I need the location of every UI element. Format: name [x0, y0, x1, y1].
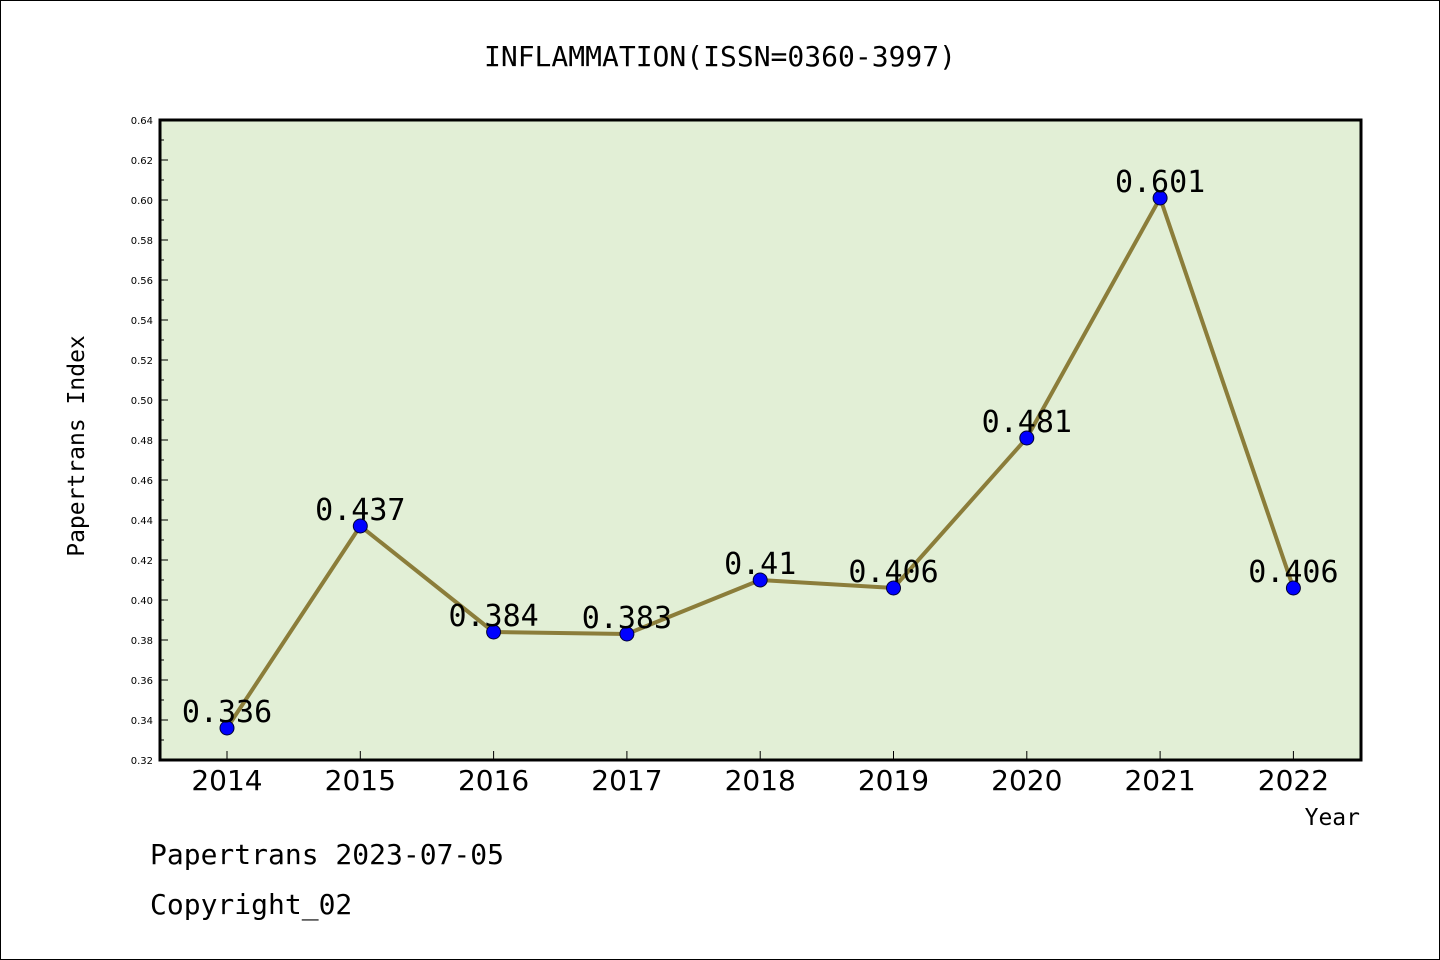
data-labels: 0.336 0.437 0.384 0.383 0.41 0.406 0.481 0.601 0… [182, 165, 1339, 730]
data-point [486, 624, 502, 640]
y-tick-label: 0.48 [131, 436, 153, 447]
x-tick-label: 2016 [458, 764, 529, 797]
y-tick-label: 0.40 [131, 596, 153, 607]
y-tick-label: 0.32 [131, 756, 153, 767]
footer-copyright: Copyright_02 [150, 888, 352, 922]
y-tick-label: 0.54 [131, 316, 153, 327]
data-point [1285, 580, 1301, 596]
data-label: 0.437 [315, 493, 405, 528]
y-tick-label: 0.58 [131, 236, 153, 247]
data-label: 0.406 [848, 555, 938, 590]
x-tick-label: 2022 [1258, 764, 1329, 797]
x-tick-label: 2020 [991, 764, 1062, 797]
y-tick-label: 0.64 [131, 116, 153, 127]
data-point [619, 626, 635, 642]
plot-area [158, 118, 1363, 762]
data-point [1019, 430, 1035, 446]
data-label: 0.481 [982, 405, 1072, 440]
x-axis: 2014 2015 2016 2017 2018 2019 2020 2021 2022 [191, 751, 1329, 797]
data-label: 0.384 [448, 599, 538, 634]
x-axis-label: Year [1305, 805, 1360, 831]
data-label: 0.601 [1115, 165, 1205, 200]
y-tick-label: 0.56 [131, 276, 153, 287]
y-tick-label: 0.62 [131, 156, 153, 167]
y-axis: 0.32 0.34 0.36 0.38 0.40 0.42 0.44 0.46 0.48 0.50… [131, 116, 168, 767]
y-tick-label: 0.60 [131, 196, 153, 207]
x-tick-label: 2015 [325, 764, 396, 797]
x-tick-label: 2021 [1124, 764, 1195, 797]
x-tick-label: 2019 [858, 764, 929, 797]
series-markers [219, 190, 1301, 736]
data-point [886, 580, 901, 596]
data-label: 0.383 [582, 601, 672, 636]
data-label: 0.336 [182, 695, 272, 730]
footer-date: Papertrans 2023-07-05 [150, 838, 504, 871]
data-point [219, 720, 235, 736]
y-tick-label: 0.42 [131, 556, 153, 567]
data-point [352, 518, 368, 534]
chart-title: INFLAMMATION(ISSN=0360-3997) [484, 40, 956, 73]
y-tick-label: 0.36 [131, 676, 153, 687]
data-point [752, 572, 768, 588]
y-axis-label: Papertrans Index [64, 335, 90, 557]
y-tick-label: 0.34 [131, 716, 153, 727]
y-tick-label: 0.44 [131, 516, 153, 527]
x-tick-label: 2014 [191, 764, 262, 797]
data-label: 0.406 [1248, 555, 1338, 590]
x-tick-label: 2018 [725, 764, 796, 797]
data-point [1152, 190, 1168, 206]
y-tick-label: 0.50 [131, 396, 153, 407]
data-label: 0.41 [724, 547, 796, 582]
y-tick-label: 0.46 [131, 476, 153, 487]
x-tick-label: 2017 [591, 764, 662, 797]
y-tick-label: 0.38 [131, 636, 153, 647]
y-tick-label: 0.52 [131, 356, 153, 367]
